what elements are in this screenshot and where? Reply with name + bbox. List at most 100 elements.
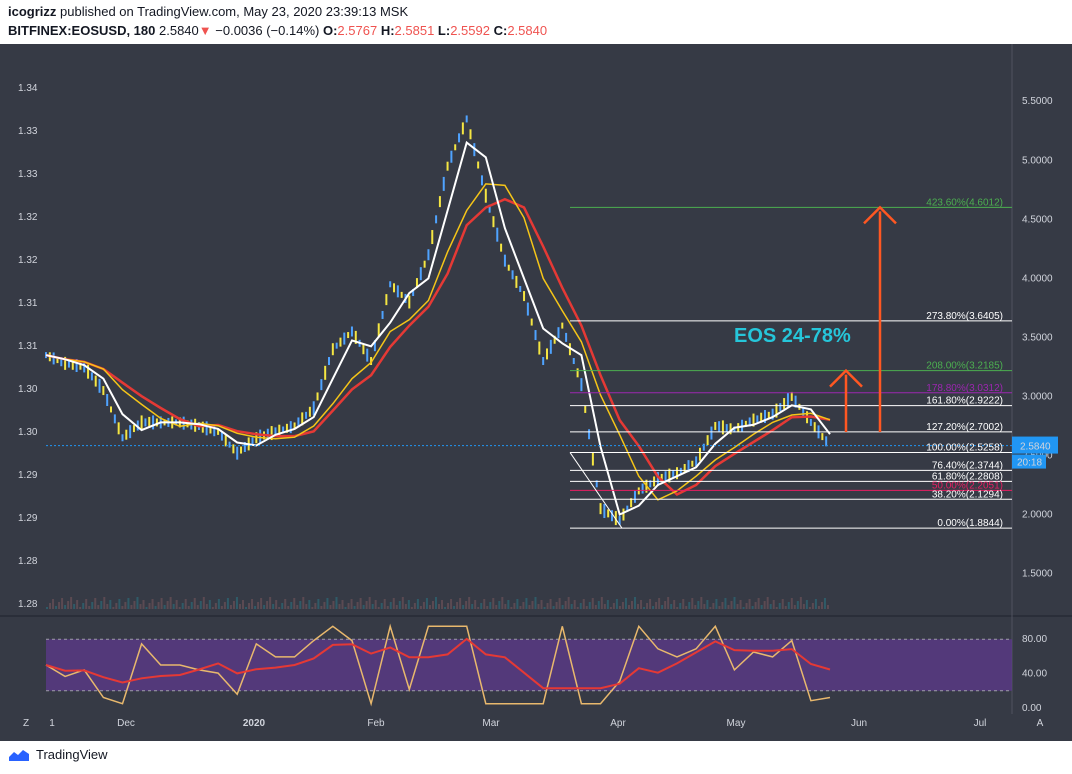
left-axis-tick: 1.31 <box>18 341 38 352</box>
volume-bar <box>751 606 754 609</box>
volume-bar <box>811 603 814 609</box>
volume-bar <box>166 601 169 609</box>
volume-bar <box>269 597 272 609</box>
right-axis-tick: 1.5000 <box>1022 569 1053 580</box>
volume-bar <box>88 606 91 609</box>
volume-bar <box>341 600 344 609</box>
volume-bar <box>115 603 118 609</box>
volume-bar <box>799 597 802 609</box>
right-axis-tick: 4.0000 <box>1022 273 1053 284</box>
volume-bar <box>386 606 389 609</box>
volume-bar <box>428 605 431 609</box>
volume-bar <box>317 599 320 609</box>
volume-bar <box>356 602 359 609</box>
volume-bar <box>395 605 398 609</box>
volume-bar <box>715 599 718 609</box>
volume-bar <box>564 601 567 609</box>
high-label: H: <box>380 23 395 38</box>
volume-bar <box>374 600 377 609</box>
volume-bar <box>612 603 615 609</box>
price-chart[interactable]: 1.34 1.33 1.33 1.32 1.32 1.31 1.31 1.30 1.30 1.29… <box>0 44 1072 741</box>
volume-bar <box>597 601 600 609</box>
volume-bar <box>727 605 730 609</box>
volume-bar <box>456 602 459 609</box>
volume-bar <box>537 604 540 609</box>
volume-bar <box>365 601 368 609</box>
high-value: 2.5851 <box>394 23 435 38</box>
right-axis-tick: 4.5000 <box>1022 214 1053 225</box>
volume-bar <box>52 599 55 609</box>
ma-white-line <box>45 140 831 516</box>
rsi-ma-line <box>45 637 831 690</box>
volume-bar <box>296 605 299 609</box>
volume-bar <box>326 598 329 609</box>
volume-bar <box>730 601 733 609</box>
volume-bar <box>531 601 534 609</box>
volume-bar <box>540 600 543 609</box>
symbol-name: BITFINEX:EOSUSD, 180 <box>8 23 156 38</box>
volume-bar <box>721 602 724 609</box>
publish-info: icogrizz published on TradingView.com, M… <box>8 4 408 19</box>
volume-bar <box>266 601 269 609</box>
volume-bar <box>664 601 667 609</box>
volume-bar <box>495 605 498 609</box>
volume-bar <box>685 606 688 609</box>
volume-bar <box>311 607 314 609</box>
volume-bar <box>338 604 341 609</box>
volume-bar <box>736 604 739 609</box>
volume-bar <box>567 597 570 609</box>
tradingview-logo-icon <box>9 749 29 761</box>
right-axis-tick: 5.0000 <box>1022 155 1053 166</box>
volume-bar <box>302 597 305 609</box>
volume-bar <box>332 601 335 609</box>
volume-bar <box>67 601 70 609</box>
volume-bar <box>181 603 184 609</box>
author-name[interactable]: icogrizz <box>8 4 57 19</box>
volume-bar <box>49 603 52 609</box>
volume-bar <box>254 606 257 609</box>
volume-bar <box>640 600 643 609</box>
volume-bar <box>398 601 401 609</box>
volume-bar <box>205 604 208 609</box>
volume-bar <box>242 600 244 609</box>
volume-bar <box>742 607 745 609</box>
fib-level-label: 50.00%(2.2051) <box>932 480 1003 491</box>
volume-bar <box>401 597 404 609</box>
volume-bar <box>646 603 649 609</box>
close-value: 2.5840 <box>507 23 548 38</box>
volume-bar <box>670 604 673 609</box>
open-label: O: <box>322 23 338 38</box>
volume-bar <box>431 601 434 609</box>
rsi-axis-tick: 0.00 <box>1022 703 1042 714</box>
volume-bar <box>214 603 217 609</box>
volume-bar <box>124 602 127 609</box>
left-axis-tick: 1.28 <box>18 556 38 567</box>
volume-bar <box>778 603 781 609</box>
fib-trend-line <box>569 452 623 529</box>
fib-level-label: 161.80%(2.9222) <box>926 396 1003 407</box>
volume-bar <box>290 602 293 609</box>
volume-bar <box>350 599 353 609</box>
volume-bar <box>760 605 763 609</box>
volume-bar <box>474 600 477 609</box>
rsi-axis-tick: 80.00 <box>1022 634 1047 645</box>
volume-bar <box>661 605 664 609</box>
rsi-line <box>45 623 831 707</box>
volume-bar <box>263 605 266 609</box>
volume-bar <box>211 607 214 609</box>
volume-bar <box>196 605 199 609</box>
volume-bar <box>407 600 410 609</box>
volume-bar <box>507 600 510 609</box>
volume-bar <box>790 598 793 609</box>
volume-bar <box>561 605 564 609</box>
volume-bar <box>329 605 332 609</box>
rsi-band <box>46 639 1012 691</box>
fib-level-label: 127.20%(2.7002) <box>926 422 1003 433</box>
last-price: 2.5840 <box>159 23 199 38</box>
auto-scale-button: A <box>1037 718 1044 729</box>
volume-bar <box>501 597 504 609</box>
tradingview-logo[interactable]: TradingView <box>8 747 108 762</box>
chart-area[interactable]: 1.34 1.33 1.33 1.32 1.32 1.31 1.31 1.30 1.30 1.29… <box>0 44 1072 741</box>
volume-bar <box>582 599 585 609</box>
volume-bar <box>323 602 326 609</box>
